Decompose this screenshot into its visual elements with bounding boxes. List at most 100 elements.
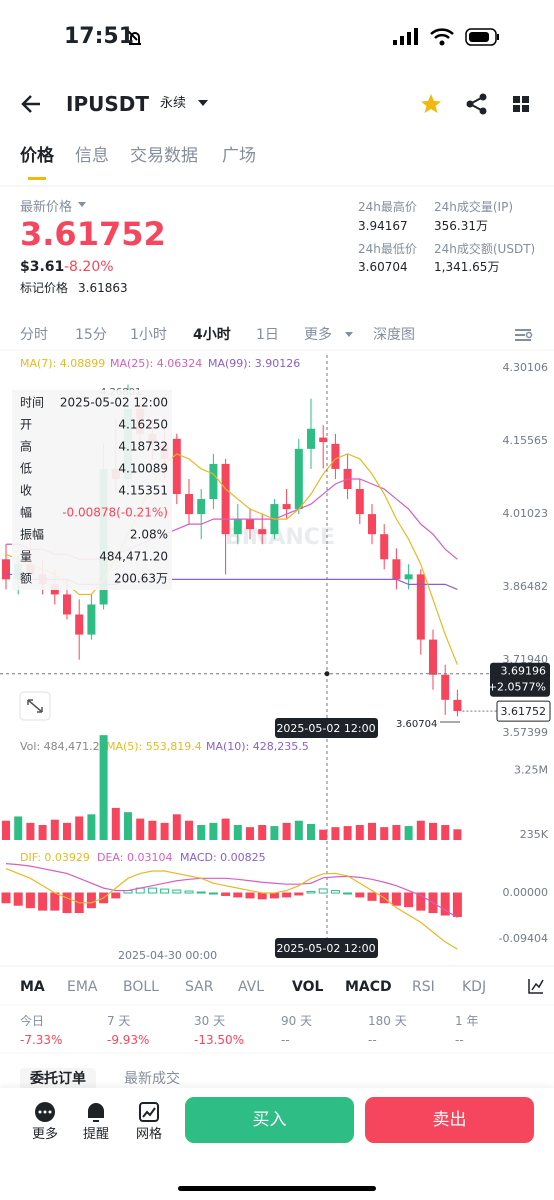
tab[interactable]: 交易数据 <box>130 146 198 166</box>
macd-bar <box>184 890 194 894</box>
status-time: 17:51 <box>64 24 135 49</box>
indicator[interactable]: AVL <box>238 979 265 995</box>
candle-body <box>197 499 206 515</box>
crosshair-price: 3.69196 <box>501 665 547 678</box>
indicator[interactable]: MA <box>20 979 45 995</box>
volume-bar <box>307 823 315 840</box>
volume-bar <box>270 826 279 840</box>
crosshair-price-box <box>490 662 550 697</box>
perf-value: -- <box>281 1033 290 1047</box>
volume-bar <box>87 814 96 840</box>
macd-bar <box>343 892 353 895</box>
tooltip-value: 4.18732 <box>118 440 168 454</box>
volume-bar <box>172 814 181 840</box>
macd-bar <box>245 892 255 899</box>
share-icon[interactable] <box>466 93 487 115</box>
tooltip-value: 200.63万 <box>114 572 168 586</box>
symbol: IPUSDT <box>66 92 149 116</box>
order-tab[interactable]: 委托订单 <box>20 1068 96 1090</box>
chart-settings-icon[interactable] <box>515 329 533 341</box>
macd-bar <box>221 892 231 896</box>
volume-bar <box>416 820 425 840</box>
buy-button[interactable]: 买入 <box>185 1097 354 1143</box>
indicator[interactable]: VOL <box>292 979 324 995</box>
perf-label: 90 天 <box>281 1014 313 1028</box>
order-tab[interactable]: 最新成交 <box>124 1071 180 1087</box>
crosshair-time: 2025-05-02 12:00 <box>276 722 375 735</box>
tab[interactable]: 信息 <box>75 146 109 166</box>
dea-line <box>5 863 458 918</box>
low-label: 3.60704 <box>396 719 437 730</box>
status-icons <box>126 28 499 46</box>
indicator-settings-icon[interactable] <box>528 979 544 994</box>
interval[interactable]: 分时 <box>20 327 48 343</box>
volume-bar <box>26 822 35 840</box>
tab[interactable]: 广场 <box>222 146 256 166</box>
bottom-label[interactable]: 网格 <box>136 1127 163 1142</box>
tooltip-value: 4.10089 <box>118 462 168 476</box>
bottom-label[interactable]: 提醒 <box>83 1127 110 1142</box>
stat-value: 3.60704 <box>358 260 408 274</box>
volume-bar <box>14 816 23 840</box>
macd-bar <box>1 892 11 904</box>
candle-body <box>233 519 242 535</box>
tab[interactable]: 价格 <box>20 146 54 166</box>
y-tick-label: 4.15565 <box>503 434 549 447</box>
volume-bar <box>136 818 145 840</box>
volume-legend: MA(5): 553,819.4 <box>106 740 202 753</box>
interval[interactable]: 4小时 <box>193 327 231 343</box>
candle-body <box>75 614 84 635</box>
tooltip-value: -0.00878(-0.21%) <box>62 506 168 520</box>
crosshair-time-box <box>275 718 378 738</box>
tooltip-label: 低 <box>20 462 32 476</box>
interval[interactable]: 1日 <box>256 327 279 343</box>
volume-bar <box>209 822 218 840</box>
favorite-star[interactable] <box>421 94 441 113</box>
contract-type[interactable]: 永续 <box>160 96 187 111</box>
expand-icon[interactable] <box>19 691 51 721</box>
interval[interactable]: 更多 <box>304 327 332 343</box>
tab-underline <box>28 177 46 180</box>
ma-legend: MA(25): 4.06324 <box>110 357 202 370</box>
stat-value: 356.31万 <box>434 219 488 233</box>
bottom-bar: 更多 提醒 网格 买入 卖出 <box>0 1088 554 1200</box>
bottom-label[interactable]: 更多 <box>32 1127 59 1142</box>
macd-bar <box>86 892 96 909</box>
indicator[interactable]: SAR <box>185 979 214 995</box>
interval[interactable]: 1小时 <box>130 327 167 343</box>
candle-body <box>404 574 413 580</box>
indicator[interactable]: EMA <box>67 979 98 995</box>
mark-price: 3.61863 <box>78 281 128 295</box>
sell-button[interactable]: 卖出 <box>365 1097 534 1143</box>
candle-body <box>282 504 291 510</box>
tooltip-label: 开 <box>20 418 32 432</box>
crosshair-change: +2.0577% <box>488 681 546 694</box>
tooltip-value: 4.16250 <box>118 418 168 432</box>
interval[interactable]: 深度图 <box>373 327 415 343</box>
candle-body <box>380 534 389 560</box>
macd-bar <box>282 892 292 898</box>
perf-value: -7.33% <box>20 1033 63 1047</box>
volume-bar <box>148 820 157 840</box>
indicator[interactable]: MACD <box>345 979 392 995</box>
tooltip-label: 额 <box>20 572 32 586</box>
indicator[interactable]: KDJ <box>462 979 487 995</box>
back-arrow[interactable] <box>21 95 40 113</box>
macd-bar <box>25 892 35 909</box>
volume-bar <box>124 812 132 840</box>
interval[interactable]: 15分 <box>75 327 107 343</box>
y-tick-label: 3.86482 <box>503 580 549 593</box>
tooltip-box <box>12 390 172 590</box>
macd-bar <box>355 892 365 898</box>
macd-bar <box>172 889 182 894</box>
indicator[interactable]: RSI <box>412 979 435 995</box>
tooltip-value: 484,471.20 <box>99 550 168 564</box>
macd-bar <box>111 892 121 899</box>
tooltip-label: 收 <box>20 484 32 498</box>
crosshair-dot <box>324 671 330 677</box>
volume-bar <box>429 822 437 840</box>
layout-icon[interactable] <box>513 96 529 112</box>
y-tick-label: 4.30106 <box>503 361 549 374</box>
volume-bar <box>38 825 47 840</box>
indicator[interactable]: BOLL <box>123 979 159 995</box>
